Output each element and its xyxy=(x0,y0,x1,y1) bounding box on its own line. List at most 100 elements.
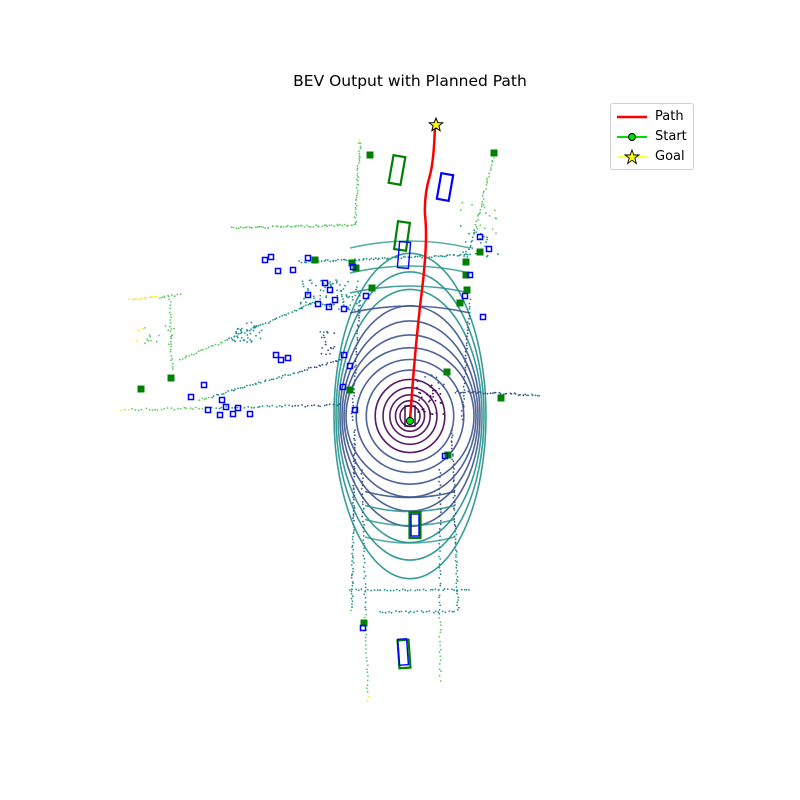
lidar-road-edge xyxy=(431,589,434,591)
lidar-road-edge xyxy=(256,226,259,229)
pred-marker xyxy=(289,266,297,274)
lidar-road-edge xyxy=(353,437,355,440)
lidar-cluster xyxy=(321,303,324,306)
lidar-cluster xyxy=(336,280,338,283)
lidar-road-edge xyxy=(353,519,355,522)
pred-box-outline xyxy=(410,513,420,537)
lidar-road-edge xyxy=(325,224,327,227)
lidar-road-edge xyxy=(354,443,356,446)
lidar-cluster xyxy=(439,401,442,404)
lidar-road-edge xyxy=(488,172,490,175)
lidar-road-edge xyxy=(366,684,369,686)
lidar-road-edge xyxy=(438,601,441,604)
lidar-road-edge xyxy=(170,345,173,348)
lidar-road-edge xyxy=(451,610,454,613)
lidar-road-edge xyxy=(166,407,169,409)
lidar-road-edge xyxy=(458,254,461,257)
lidar-road-edge xyxy=(280,225,283,228)
lidar-road-edge xyxy=(466,329,469,331)
lidar-road-edge xyxy=(329,260,332,263)
lidar-cluster xyxy=(482,204,485,207)
pred-marker xyxy=(351,406,359,414)
lidar-road-edge xyxy=(531,394,534,397)
lidar-cluster xyxy=(428,400,430,403)
lidar-road-edge xyxy=(454,560,457,562)
lidar-road-edge xyxy=(278,405,281,407)
legend-item-start: Start xyxy=(611,127,695,147)
lidar-road-edge xyxy=(454,530,456,533)
lidar-road-edge xyxy=(169,330,172,332)
lidar-road-edge xyxy=(400,257,403,260)
lidar-road-edge xyxy=(364,636,367,639)
lidar-road-edge xyxy=(465,342,468,344)
lidar-cluster xyxy=(424,376,426,378)
lidar-road-edge xyxy=(367,664,369,667)
lidar-road-edge xyxy=(267,226,270,229)
lidar-road-edge xyxy=(439,582,442,585)
lidar-road-edge xyxy=(433,255,436,257)
lidar-cluster xyxy=(335,281,338,284)
lidar-road-edge xyxy=(438,476,441,479)
lidar-road-edge xyxy=(445,255,448,257)
pred-box xyxy=(410,513,420,537)
lidar-road-edge xyxy=(291,311,294,313)
lidar-road-edge xyxy=(373,589,376,591)
lidar-road-edge xyxy=(361,503,364,506)
lidar-road-edge xyxy=(416,589,419,591)
lidar-road-edge xyxy=(169,348,172,351)
lidar-road-edge xyxy=(383,588,386,591)
lidar-road-edge xyxy=(353,434,356,437)
lidar-road-edge xyxy=(207,346,210,349)
lidar-road-edge xyxy=(357,179,359,182)
lidar-cluster xyxy=(319,294,322,297)
lidar-road-edge xyxy=(173,295,176,297)
lidar-road-edge xyxy=(124,408,127,411)
lidar-cluster xyxy=(442,413,445,415)
lidar-road-edge xyxy=(441,610,444,613)
lidar-road-edge xyxy=(526,394,528,397)
lidar-road-edge xyxy=(168,298,171,301)
lidar-cluster xyxy=(325,296,327,299)
lidar-cluster xyxy=(307,288,309,290)
lidar-road-edge xyxy=(321,225,323,228)
lidar-road-edge xyxy=(264,379,267,381)
lidar-cluster xyxy=(170,335,172,338)
lidar-road-edge xyxy=(353,216,356,219)
lidar-road-edge xyxy=(437,611,440,614)
lidar-road-edge xyxy=(361,480,364,483)
lidar-cluster xyxy=(249,332,252,335)
lidar-road-edge xyxy=(266,404,269,407)
lidar-road-edge xyxy=(352,460,355,463)
lidar-road-edge xyxy=(368,258,371,261)
lidar-road-edge xyxy=(251,227,253,229)
lidar-road-edge xyxy=(453,515,455,517)
lidar-road-edge xyxy=(173,408,176,411)
lidar-road-edge xyxy=(303,369,306,372)
lidar-cluster xyxy=(240,337,243,339)
lidar-road-edge xyxy=(313,404,316,406)
gt-marker xyxy=(463,286,471,294)
lidar-cluster xyxy=(494,209,496,212)
lidar-road-edge xyxy=(330,361,332,364)
lidar-road-edge xyxy=(462,413,465,416)
lidar-road-edge xyxy=(326,259,329,261)
lidar-road-edge xyxy=(355,344,358,347)
lidar-road-edge xyxy=(353,383,356,385)
lidar-road-edge xyxy=(170,407,173,410)
lidar-road-edge xyxy=(379,611,381,613)
gt-box xyxy=(387,153,407,187)
lidar-road-edge xyxy=(459,253,462,256)
lidar-cluster xyxy=(320,336,323,339)
lidar-cluster xyxy=(354,294,357,297)
lidar-road-edge xyxy=(453,463,455,466)
lidar-road-edge xyxy=(453,501,456,504)
lidar-road-edge xyxy=(202,348,204,351)
lidar-road-edge xyxy=(486,177,488,180)
lidar-road-edge xyxy=(485,188,487,190)
lidar-road-edge xyxy=(452,453,454,456)
lidar-road-edge xyxy=(365,633,368,636)
pred-box-outline xyxy=(435,171,455,203)
lidar-road-edge xyxy=(366,660,368,662)
pred-marker xyxy=(346,362,354,370)
lidar-road-edge xyxy=(352,532,355,535)
